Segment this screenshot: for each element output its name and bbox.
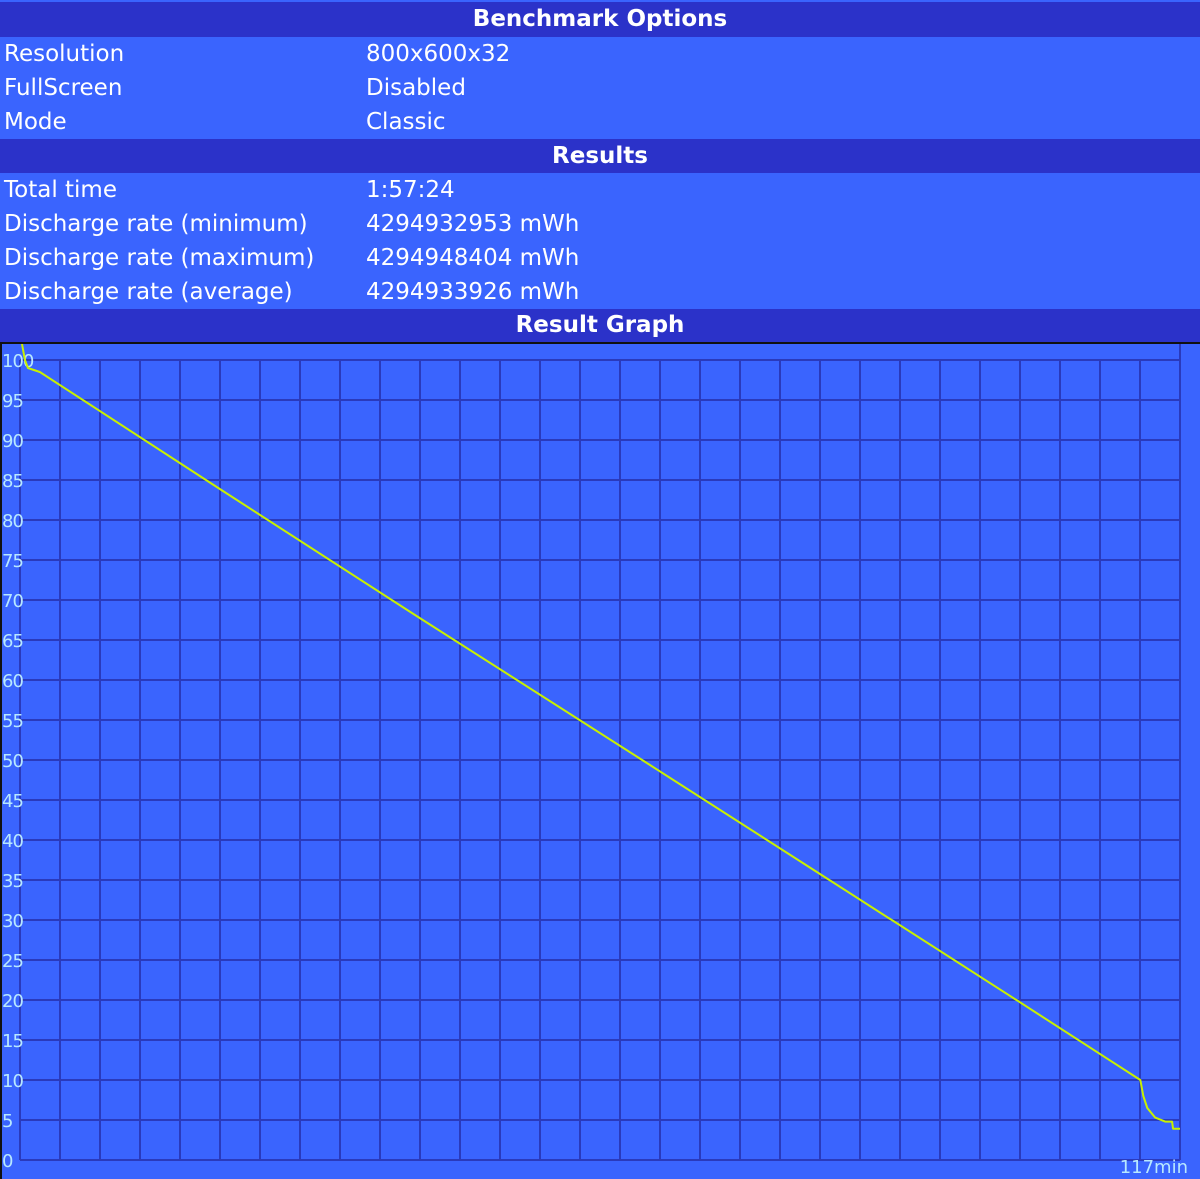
y-tick-label: 55 — [2, 711, 23, 732]
y-tick-label: 35 — [2, 871, 23, 892]
result-row-total-time: Total time 1:57:24 — [0, 173, 1200, 207]
y-tick-label: 30 — [2, 911, 23, 932]
option-row-resolution: Resolution 800x600x32 — [0, 37, 1200, 71]
result-graph: 0 5 10 15 20 25 30 35 40 45 50 55 60 65 70 75 80 85 90 95 10… — [0, 342, 1200, 1179]
option-label: Resolution — [4, 41, 125, 67]
result-value: 1:57:24 — [366, 177, 455, 203]
result-row-min: Discharge rate (minimum) 4294932953 mWh — [0, 207, 1200, 241]
y-tick-label: 80 — [2, 511, 23, 532]
result-row-max: Discharge rate (maximum) 4294948404 mWh — [0, 241, 1200, 275]
result-graph-header: Result Graph — [0, 309, 1200, 342]
y-tick-label: 10 — [2, 1071, 23, 1092]
y-tick-label: 25 — [2, 951, 23, 972]
option-value: 800x600x32 — [366, 41, 511, 67]
y-tick-label: 40 — [2, 831, 23, 852]
y-tick-label: 75 — [2, 551, 23, 572]
battery-chart: 0510152025303540455055606570758085909510… — [2, 344, 1188, 1178]
result-label: Discharge rate (minimum) — [4, 211, 308, 237]
y-tick-label: 85 — [2, 471, 23, 492]
y-tick-label: 50 — [2, 751, 23, 772]
result-label: Discharge rate (maximum) — [4, 245, 315, 271]
option-row-mode: Mode Classic — [0, 105, 1200, 139]
y-tick-label: 45 — [2, 791, 23, 812]
y-tick-label: 60 — [2, 671, 23, 692]
y-tick-label: 90 — [2, 431, 23, 452]
y-tick-label: 95 — [2, 391, 23, 412]
y-tick-label: 0 — [2, 1151, 13, 1172]
benchmark-options-header: Benchmark Options — [0, 2, 1200, 37]
y-tick-label: 70 — [2, 591, 23, 612]
option-value: Classic — [366, 109, 446, 135]
y-tick-label: 15 — [2, 1031, 23, 1052]
battery-level-line — [20, 344, 1180, 1130]
option-row-fullscreen: FullScreen Disabled — [0, 71, 1200, 105]
result-value: 4294948404 mWh — [366, 245, 580, 271]
result-value: 4294933926 mWh — [366, 279, 580, 305]
y-tick-label: 20 — [2, 991, 23, 1012]
result-label: Total time — [4, 177, 117, 203]
option-label: FullScreen — [4, 75, 123, 101]
results-header: Results — [0, 139, 1200, 173]
option-label: Mode — [4, 109, 67, 135]
y-tick-label: 5 — [2, 1111, 12, 1132]
result-row-avg: Discharge rate (average) 4294933926 mWh — [0, 275, 1200, 309]
result-value: 4294932953 mWh — [366, 211, 580, 237]
y-tick-label: 65 — [2, 631, 23, 652]
result-label: Discharge rate (average) — [4, 279, 293, 305]
option-value: Disabled — [366, 75, 466, 101]
x-end-label: 117min — [1120, 1157, 1188, 1178]
